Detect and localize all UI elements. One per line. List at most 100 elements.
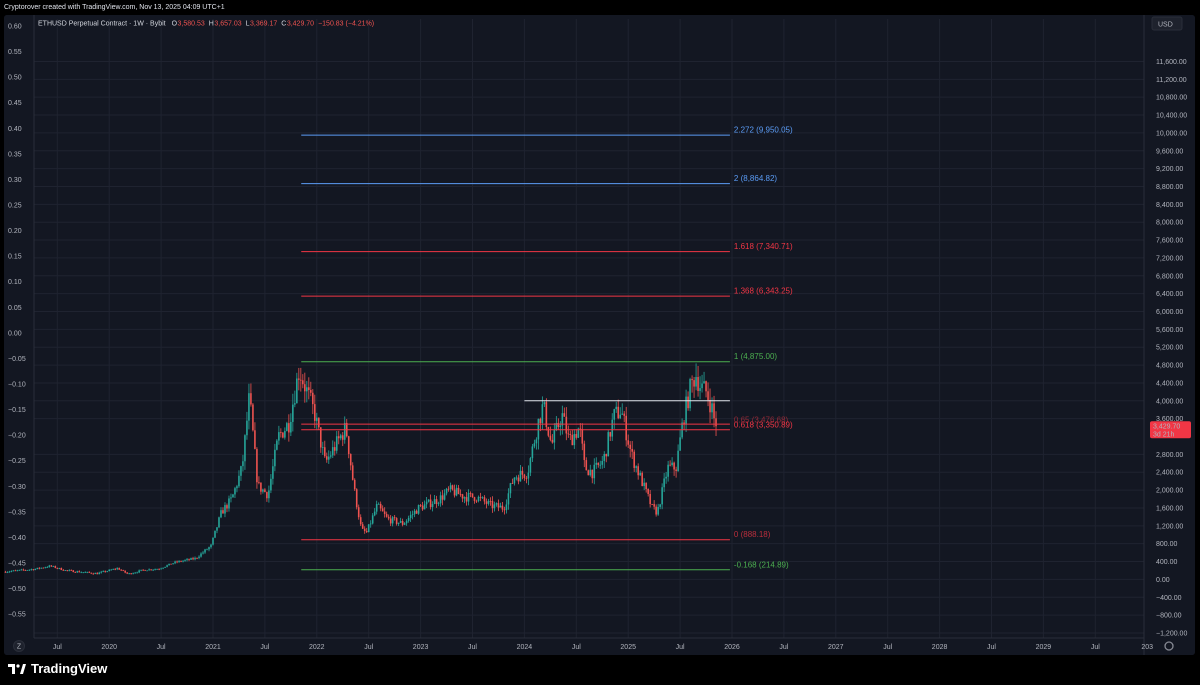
candle-body (659, 504, 661, 507)
candle-body (16, 570, 19, 572)
candle-body (122, 570, 124, 572)
candle-body (639, 472, 641, 476)
candle-body (168, 563, 170, 566)
time-axis-tick-label: 203 (1141, 644, 1153, 651)
left-axis-tick-label: −0.10 (8, 381, 26, 388)
currency-label: USD (1158, 22, 1173, 29)
scale-mode-button[interactable] (13, 640, 25, 652)
candle-body (240, 466, 242, 476)
candle-body (553, 429, 556, 443)
candle-body (451, 485, 454, 490)
candle-body (357, 507, 360, 518)
candle-body (449, 485, 452, 490)
fib-level-label: 0 (888.18) (734, 530, 771, 539)
candle-body (178, 560, 180, 563)
candle-body (176, 561, 178, 563)
right-axis-tick-label: 800.00 (1156, 541, 1178, 548)
candle-body (621, 413, 624, 415)
candle-body (665, 476, 667, 479)
candle-body (32, 569, 35, 571)
time-axis-tick-label: Jul (676, 644, 685, 651)
time-axis-tick-label: Jul (157, 644, 166, 651)
candle-body (172, 563, 174, 565)
time-axis-tick-label: Jul (260, 644, 269, 651)
candle-body (136, 572, 138, 574)
candle-body (58, 567, 61, 569)
candle-body (284, 430, 286, 438)
left-axis-tick-label: −0.30 (8, 484, 26, 491)
candle-body (611, 419, 614, 437)
candle-body (337, 436, 340, 439)
candle-body (174, 561, 176, 564)
tradingview-logo-icon (8, 663, 26, 674)
candle-body (483, 497, 486, 502)
candle-body (182, 560, 184, 562)
candle-body (274, 449, 276, 467)
candle-body (246, 420, 248, 436)
candle-body (160, 568, 162, 570)
candle-body (619, 414, 622, 419)
candle-body (557, 422, 560, 427)
candle-body (106, 571, 109, 572)
candle-body (124, 570, 126, 573)
settings-gear-icon[interactable] (1164, 641, 1174, 651)
candle-body (655, 506, 657, 515)
candle-body (521, 470, 524, 475)
candle-body (447, 488, 450, 490)
candle-body (282, 432, 284, 438)
left-axis-tick-label: 0.60 (8, 24, 22, 31)
tradingview-brand[interactable]: TradingView (8, 661, 107, 676)
candle-body (62, 569, 65, 571)
candle-body (559, 425, 562, 427)
candle-body (220, 510, 222, 518)
candle-body (50, 565, 53, 567)
candle-body (300, 379, 302, 381)
left-axis-tick-label: −0.20 (8, 433, 26, 440)
candle-body (391, 517, 394, 524)
candle-body (64, 570, 67, 571)
candle-body (683, 422, 685, 425)
candle-body (569, 434, 572, 435)
candle-body (517, 477, 520, 482)
candle-body (643, 482, 645, 487)
right-axis-tick-label: 10,800.00 (1156, 95, 1187, 102)
chart-canvas[interactable]: 0.60 0.55 0.50 0.45 0.40 0.35 0.30 0.25 0.20 0.15… (4, 15, 1195, 655)
candle-body (593, 464, 596, 479)
right-axis-tick-label: 7,600.00 (1156, 238, 1183, 245)
candle-body (321, 447, 324, 449)
candle-body (405, 520, 408, 524)
candle-body (262, 489, 264, 492)
candle-body (587, 470, 590, 476)
candle-body (555, 422, 558, 430)
right-axis-tick-label: 8,000.00 (1156, 220, 1183, 227)
candle-body (609, 432, 612, 437)
candle-body (76, 571, 79, 573)
candle-body (475, 500, 478, 502)
candle-body (369, 523, 372, 525)
candle-body (335, 436, 338, 451)
time-axis-tick-label: Jul (364, 644, 373, 651)
candle-body (154, 569, 156, 570)
right-axis-tick-label: 11,200.00 (1156, 77, 1187, 84)
left-axis-tick-label: 0.50 (8, 75, 22, 82)
legend-close-value: 3,429.70 (287, 21, 314, 28)
candle-body (268, 490, 270, 499)
legend-close-label: C (281, 21, 286, 28)
fib-level-label: 1.368 (6,343.25) (734, 287, 793, 296)
candle-body (661, 487, 663, 505)
chart-panel[interactable]: 0.60 0.55 0.50 0.45 0.40 0.35 0.30 0.25 0.20 0.15… (4, 15, 1195, 655)
candle-body (363, 528, 366, 531)
candle-body (561, 413, 564, 426)
brand-name: TradingView (31, 661, 108, 676)
candle-body (156, 569, 158, 570)
candle-body (325, 456, 328, 460)
candle-body (317, 417, 320, 428)
candle-body (329, 455, 332, 457)
candle-body (72, 570, 75, 573)
candle-body (689, 379, 691, 409)
candle-body (42, 567, 45, 569)
currency-box[interactable] (1151, 16, 1183, 31)
fib-level-label: -0.168 (214.89) (734, 560, 789, 569)
candle-body (296, 378, 298, 404)
right-axis-tick-label: −1,200.00 (1156, 630, 1187, 637)
